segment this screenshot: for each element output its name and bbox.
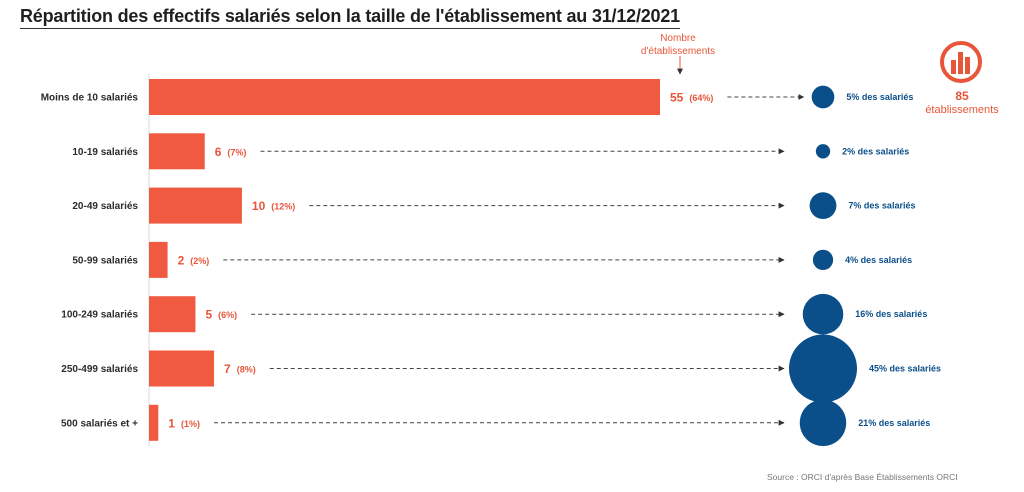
bar-percent-label: (1%) — [181, 419, 200, 429]
employee-share-suffix: des salariés — [855, 146, 909, 156]
employee-share-bubble — [789, 334, 857, 403]
bar — [149, 79, 660, 115]
bar-value-label: 5 — [205, 308, 212, 322]
category-label: Moins de 10 salariés — [41, 93, 139, 104]
employee-share-bubble — [812, 249, 834, 271]
bar — [149, 296, 196, 333]
bar-value-label: 10 — [252, 199, 266, 213]
source-note: Source : ORCI d'après Base Établissement… — [767, 472, 958, 482]
bar-value-label: 7 — [224, 362, 231, 376]
bar-value-label: 2 — [178, 253, 185, 267]
employee-share-bubble — [815, 144, 831, 159]
total-etablissements: 85 établissements — [920, 89, 1004, 117]
bar — [149, 187, 242, 224]
employee-share-label: 7% des salariés — [848, 201, 915, 211]
employee-share-label: 5% des salariés — [846, 92, 913, 102]
employee-share-bubble — [809, 192, 837, 220]
employee-share-bubble — [799, 399, 847, 447]
category-label: 50-99 salariés — [72, 255, 138, 266]
total-value: 85 — [955, 89, 969, 103]
bar-percent-label: (12%) — [271, 202, 295, 212]
employee-share-bubble — [802, 293, 844, 335]
employee-share-suffix: des salariés — [873, 309, 927, 319]
category-label: 250-499 salariés — [61, 364, 138, 375]
category-label: 500 salariés et + — [61, 418, 138, 429]
bar-percent-label: (7%) — [227, 147, 246, 157]
chart-title: Répartition des effectifs salariés selon… — [20, 6, 680, 29]
bar-value-label: 55 — [670, 91, 684, 105]
employee-share-label: 4% des salariés — [845, 255, 912, 265]
employee-share-suffix: des salariés — [859, 92, 913, 102]
bar-percent-label: (2%) — [190, 256, 209, 266]
category-label: 100-249 salariés — [61, 310, 138, 321]
bar — [149, 350, 215, 387]
employee-share-label: 45% des salariés — [869, 364, 941, 374]
bar-value-label: 1 — [168, 416, 175, 430]
category-label: 20-49 salariés — [72, 201, 138, 212]
bar-chart-circle-icon — [940, 41, 982, 83]
employee-share-label: 2% des salariés — [842, 146, 909, 156]
employee-share-suffix: des salariés — [861, 201, 915, 211]
bar — [149, 133, 205, 170]
employee-share-label: 21% des salariés — [858, 418, 930, 428]
category-label: 10-19 salariés — [72, 147, 138, 158]
employee-share-bubble — [811, 85, 835, 109]
bar-percent-label: (64%) — [689, 93, 713, 103]
employee-share-suffix: des salariés — [876, 418, 930, 428]
nb-etablissements-annotation: Nombre d'établissements — [640, 33, 716, 57]
employee-share-label: 16% des salariés — [855, 309, 927, 319]
bar — [149, 404, 159, 441]
bar-percent-label: (6%) — [218, 310, 237, 320]
employee-share-suffix: des salariés — [858, 255, 912, 265]
bar — [149, 241, 168, 278]
bar-value-label: 6 — [215, 145, 222, 159]
employee-share-suffix: des salariés — [887, 364, 941, 374]
bar-percent-label: (8%) — [237, 365, 256, 375]
total-label: établissements — [925, 104, 999, 116]
